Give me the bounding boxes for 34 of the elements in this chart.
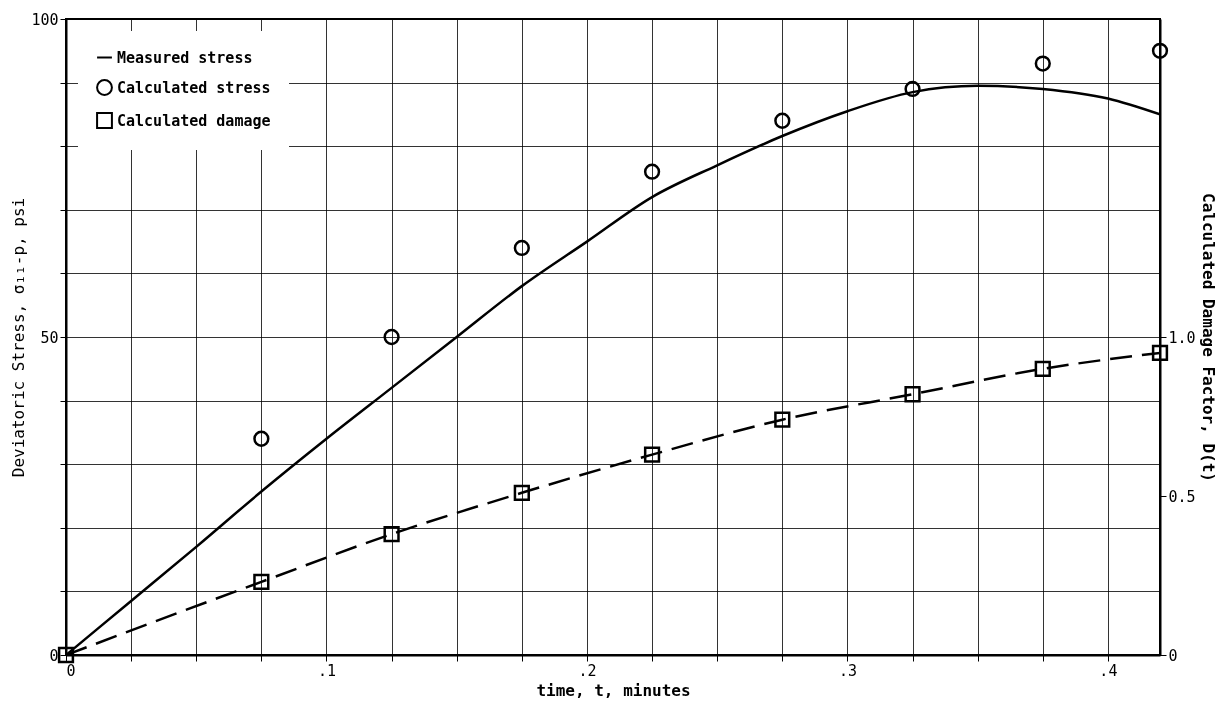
point bbox=[904, 386, 921, 403]
point bbox=[383, 328, 400, 346]
x-tick-label: .1 bbox=[317, 661, 337, 680]
x-axis-title: time, t, minutes bbox=[536, 680, 691, 700]
point bbox=[774, 112, 791, 129]
y2-tick-label: 0 bbox=[1168, 646, 1178, 665]
point bbox=[643, 163, 661, 180]
point bbox=[643, 446, 661, 463]
y-tick-label: 100 bbox=[31, 10, 59, 29]
y-axis-title: Deviatoric Stress, σ₁₁-p, psi bbox=[9, 197, 29, 478]
point bbox=[1034, 360, 1051, 377]
x-tick-label: 0 bbox=[66, 661, 76, 680]
y2-axis-title: Calculated Damage Factor, D(t) bbox=[1198, 193, 1218, 482]
point bbox=[1151, 344, 1169, 362]
point bbox=[774, 411, 791, 428]
point bbox=[904, 80, 921, 98]
point bbox=[1151, 42, 1169, 59]
x-tick-label: .2 bbox=[578, 661, 597, 680]
y-tick-label: 50 bbox=[40, 328, 59, 347]
y2-tick-label: 1.0 bbox=[1168, 328, 1196, 347]
point bbox=[253, 430, 270, 447]
legend-label: Calculated stress bbox=[117, 78, 271, 97]
x-tick-label: .4 bbox=[1099, 661, 1118, 680]
legend-label: Calculated damage bbox=[117, 111, 271, 130]
x-tick-label: .3 bbox=[838, 661, 857, 680]
point bbox=[57, 646, 75, 664]
y-tick-label: 0 bbox=[49, 646, 59, 665]
point bbox=[513, 239, 530, 257]
legend-label: Measured stress bbox=[117, 48, 253, 67]
point bbox=[383, 526, 400, 543]
y2-tick-label: 0.5 bbox=[1168, 487, 1196, 506]
point bbox=[253, 573, 270, 590]
point bbox=[1034, 55, 1051, 72]
point bbox=[513, 484, 530, 501]
